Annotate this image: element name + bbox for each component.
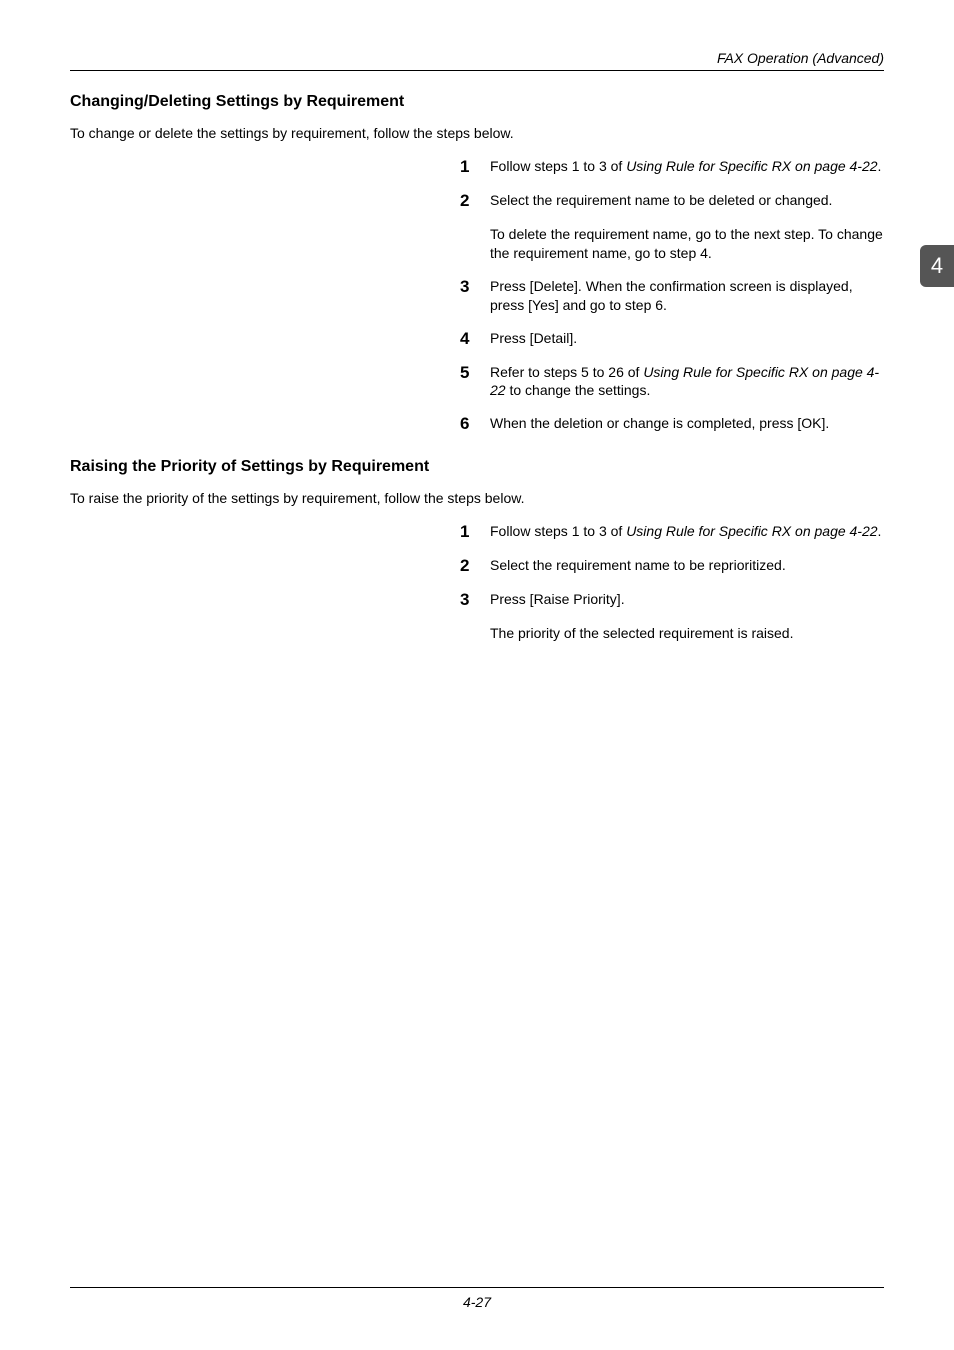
page-container: FAX Operation (Advanced) 4 Changing/Dele… bbox=[0, 0, 954, 1350]
step-row: 2 Select the requirement name to be repr… bbox=[460, 556, 884, 576]
header-rule: FAX Operation (Advanced) bbox=[70, 50, 884, 71]
page-number: 4-27 bbox=[70, 1294, 884, 1310]
step-text: Press [Delete]. When the confirmation sc… bbox=[490, 277, 884, 315]
footer-rule: 4-27 bbox=[70, 1287, 884, 1310]
step-row: 3 Press [Delete]. When the confirmation … bbox=[460, 277, 884, 315]
step-text-post: to change the settings. bbox=[506, 382, 651, 398]
step-text: Press [Detail]. bbox=[490, 329, 884, 349]
step-text-post: . bbox=[878, 523, 882, 539]
step-number: 5 bbox=[460, 363, 490, 401]
step-number: 2 bbox=[460, 191, 490, 211]
step-number: 2 bbox=[460, 556, 490, 576]
step-subtext: To delete the requirement name, go to th… bbox=[490, 225, 884, 263]
step-number: 3 bbox=[460, 590, 490, 610]
step-row: 5 Refer to steps 5 to 26 of Using Rule f… bbox=[460, 363, 884, 401]
step-text-ital: Using Rule for Specific RX on page 4-22 bbox=[626, 158, 877, 174]
step-text-post: . bbox=[878, 158, 882, 174]
step-number: 1 bbox=[460, 157, 490, 177]
step-subtext: The priority of the selected requirement… bbox=[490, 624, 884, 643]
step-text: Follow steps 1 to 3 of Using Rule for Sp… bbox=[490, 522, 884, 542]
step-text: Follow steps 1 to 3 of Using Rule for Sp… bbox=[490, 157, 884, 177]
step-text: When the deletion or change is completed… bbox=[490, 414, 884, 434]
step-row: 1 Follow steps 1 to 3 of Using Rule for … bbox=[460, 157, 884, 177]
step-row: 3 Press [Raise Priority]. bbox=[460, 590, 884, 610]
step-text-ital: Using Rule for Specific RX on page 4-22 bbox=[626, 523, 877, 539]
step-text: Refer to steps 5 to 26 of Using Rule for… bbox=[490, 363, 884, 401]
step-number: 3 bbox=[460, 277, 490, 315]
header-title: FAX Operation (Advanced) bbox=[70, 50, 884, 66]
footer: 4-27 bbox=[70, 1287, 884, 1310]
section2-intro: To raise the priority of the settings by… bbox=[70, 490, 884, 506]
step-row: 6 When the deletion or change is complet… bbox=[460, 414, 884, 434]
step-row: 4 Press [Detail]. bbox=[460, 329, 884, 349]
section1-intro: To change or delete the settings by requ… bbox=[70, 125, 884, 141]
step-text-pre: Follow steps 1 to 3 of bbox=[490, 523, 626, 539]
step-text-pre: Follow steps 1 to 3 of bbox=[490, 158, 626, 174]
step-number: 1 bbox=[460, 522, 490, 542]
section1-title: Changing/Deleting Settings by Requiremen… bbox=[70, 93, 884, 111]
step-text: Select the requirement name to be delete… bbox=[490, 191, 884, 211]
chapter-tab: 4 bbox=[920, 245, 954, 287]
step-number: 4 bbox=[460, 329, 490, 349]
step-row: 2 Select the requirement name to be dele… bbox=[460, 191, 884, 211]
section2-title: Raising the Priority of Settings by Requ… bbox=[70, 458, 884, 476]
step-text: Press [Raise Priority]. bbox=[490, 590, 884, 610]
step-row: 1 Follow steps 1 to 3 of Using Rule for … bbox=[460, 522, 884, 542]
step-text-pre: Refer to steps 5 to 26 of bbox=[490, 364, 643, 380]
step-number: 6 bbox=[460, 414, 490, 434]
step-text: Select the requirement name to be reprio… bbox=[490, 556, 884, 576]
